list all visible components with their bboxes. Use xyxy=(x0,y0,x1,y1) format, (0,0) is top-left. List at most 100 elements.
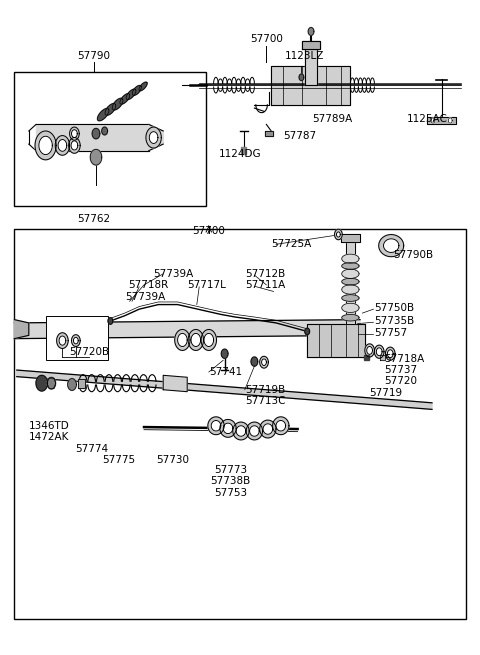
Polygon shape xyxy=(341,234,360,242)
Polygon shape xyxy=(260,420,276,438)
Polygon shape xyxy=(427,117,456,124)
Text: 57720: 57720 xyxy=(384,376,417,386)
Text: 57700: 57700 xyxy=(250,34,283,45)
Polygon shape xyxy=(246,422,263,440)
Text: 57719B: 57719B xyxy=(245,384,285,395)
Text: 57738B: 57738B xyxy=(210,476,251,487)
Polygon shape xyxy=(120,94,130,104)
Polygon shape xyxy=(223,423,233,434)
Text: 57700: 57700 xyxy=(192,225,225,236)
Text: 57717L: 57717L xyxy=(187,280,226,290)
Polygon shape xyxy=(385,347,395,360)
Polygon shape xyxy=(342,278,359,285)
Polygon shape xyxy=(236,426,246,436)
Polygon shape xyxy=(221,349,228,358)
Text: 57739A: 57739A xyxy=(154,269,194,279)
Polygon shape xyxy=(59,336,66,345)
Text: 1123LZ: 1123LZ xyxy=(285,50,324,61)
Polygon shape xyxy=(265,131,273,136)
Polygon shape xyxy=(149,132,158,143)
Text: 57773: 57773 xyxy=(214,464,247,475)
Polygon shape xyxy=(342,295,359,301)
Polygon shape xyxy=(367,346,372,354)
Polygon shape xyxy=(47,377,56,389)
Polygon shape xyxy=(374,345,384,358)
Polygon shape xyxy=(364,355,369,360)
Text: 57775: 57775 xyxy=(102,455,136,465)
Polygon shape xyxy=(376,348,382,356)
Polygon shape xyxy=(132,85,141,96)
Polygon shape xyxy=(305,49,317,85)
Polygon shape xyxy=(108,318,113,324)
Polygon shape xyxy=(78,379,85,388)
Polygon shape xyxy=(57,333,68,348)
Polygon shape xyxy=(14,320,29,339)
Polygon shape xyxy=(36,375,48,391)
Polygon shape xyxy=(149,124,163,151)
Polygon shape xyxy=(342,303,359,312)
Text: 57790: 57790 xyxy=(77,50,110,61)
Polygon shape xyxy=(55,136,70,155)
Polygon shape xyxy=(335,229,342,240)
Text: 57762: 57762 xyxy=(77,214,110,225)
Polygon shape xyxy=(112,98,123,110)
Bar xyxy=(14,229,466,619)
Bar xyxy=(46,316,108,360)
Text: 57720B: 57720B xyxy=(69,346,109,357)
Polygon shape xyxy=(72,335,80,346)
Polygon shape xyxy=(308,28,314,35)
Polygon shape xyxy=(448,118,452,123)
Polygon shape xyxy=(342,269,359,278)
Text: 57737: 57737 xyxy=(384,365,417,375)
Polygon shape xyxy=(17,370,432,409)
Polygon shape xyxy=(387,350,393,358)
Polygon shape xyxy=(233,422,249,440)
Polygon shape xyxy=(260,356,268,368)
Polygon shape xyxy=(204,333,214,346)
Polygon shape xyxy=(342,314,359,321)
Polygon shape xyxy=(307,324,365,357)
Polygon shape xyxy=(250,426,259,436)
Polygon shape xyxy=(431,118,435,123)
Text: 1472AK: 1472AK xyxy=(29,432,69,442)
Text: 57725A: 57725A xyxy=(271,238,312,249)
Polygon shape xyxy=(71,141,78,150)
Polygon shape xyxy=(251,357,258,366)
Text: 57711A: 57711A xyxy=(245,280,285,290)
Text: 57790B: 57790B xyxy=(394,250,434,261)
Text: 1125AC: 1125AC xyxy=(407,114,448,124)
Polygon shape xyxy=(342,263,359,269)
Polygon shape xyxy=(163,375,187,392)
Polygon shape xyxy=(105,103,116,115)
Text: 57741: 57741 xyxy=(209,367,242,377)
Polygon shape xyxy=(191,333,201,346)
Text: 1124DG: 1124DG xyxy=(219,149,261,159)
Polygon shape xyxy=(175,329,190,350)
Polygon shape xyxy=(201,329,216,350)
Polygon shape xyxy=(346,242,355,324)
Polygon shape xyxy=(384,239,399,252)
Text: 57718R: 57718R xyxy=(129,280,169,290)
Polygon shape xyxy=(92,128,100,139)
Text: 57719: 57719 xyxy=(370,388,403,398)
Text: 57712B: 57712B xyxy=(245,269,285,279)
Polygon shape xyxy=(380,355,385,360)
Text: 57789A: 57789A xyxy=(312,114,352,124)
Text: 57713C: 57713C xyxy=(245,396,285,406)
Polygon shape xyxy=(178,333,187,346)
Polygon shape xyxy=(68,379,76,390)
Polygon shape xyxy=(146,127,161,148)
Text: 57787: 57787 xyxy=(283,131,316,141)
Polygon shape xyxy=(58,140,67,151)
Text: 57718A: 57718A xyxy=(384,354,424,364)
Polygon shape xyxy=(73,337,78,344)
Text: 57730: 57730 xyxy=(156,455,189,465)
Polygon shape xyxy=(126,89,136,100)
Polygon shape xyxy=(220,419,236,438)
Text: 57750B: 57750B xyxy=(374,303,415,313)
Polygon shape xyxy=(262,359,266,365)
Polygon shape xyxy=(302,41,320,49)
Polygon shape xyxy=(299,74,304,81)
Polygon shape xyxy=(241,147,246,154)
Polygon shape xyxy=(305,328,310,335)
